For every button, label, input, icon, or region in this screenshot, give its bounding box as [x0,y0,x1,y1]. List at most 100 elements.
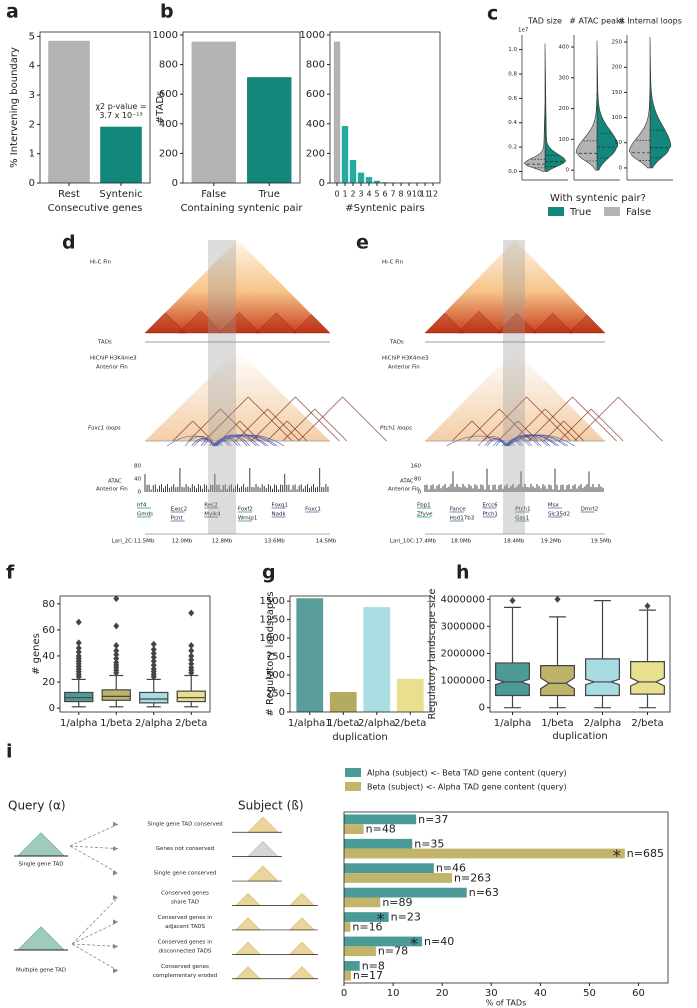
track-label: Anterior Fin [96,487,128,493]
bar [344,936,423,947]
gene-label: Nadk [272,512,287,518]
annotation: χ2 p-value = [95,102,146,111]
subject-tad [246,816,280,833]
loop-arc [214,434,285,447]
y-tick-label: 800 [159,60,178,71]
legend-swatch [604,207,620,216]
outcome-label: Conserved genes in [158,939,213,945]
diagram-arrow [71,897,119,945]
y-tick-label: 400 [559,45,570,51]
x-tick-label: 30 [485,988,498,999]
y-tick-label: 40 [42,651,55,662]
x-axis-label: Containing syntenic pair [181,203,304,214]
x-tick-label: Syntenic [99,189,142,200]
y-tick-label: 1000000 [440,676,485,687]
y-tick-label: 250 [266,689,285,700]
bar [344,970,351,981]
x-axis-label: Consecutive genes [48,203,143,214]
tad-domain [218,312,261,334]
y-tick-label: 0 [479,703,485,714]
x-axis-label: duplication [552,731,607,742]
tad-domain [292,314,331,334]
bar [247,77,292,183]
highlight-band [503,240,525,534]
gene-label: Foxq1 [272,503,288,509]
y-tick-label: 50 [615,140,622,146]
y-tick-label: 5 [29,31,35,42]
coordinate-label: 18.4Mb [504,539,525,545]
axes-frame [59,595,211,713]
outlier [188,664,195,672]
x-tick-label: 40 [534,988,547,999]
y-tick-label: 0.8 [508,71,517,77]
violin-half [523,104,546,172]
outcome-label: adjacent TADS [165,924,205,930]
tad-domain [177,310,224,334]
hichip-stripe [267,408,300,442]
violin-half [575,93,598,171]
hichip-stripe [526,396,571,442]
x-tick-label: 1/beta [541,718,573,729]
arrow-head [113,919,118,925]
y-tick-label: 100 [612,115,623,121]
x-tick-label: 2/beta [394,718,426,729]
gene-label: Mylk4 [204,512,221,518]
coordinate-label: 19.2Mb [541,539,562,545]
box [139,691,169,704]
loop-arc [493,440,506,447]
hichip-stripe [563,420,585,442]
gene-label: Pcnt [171,516,184,522]
x-tick-label: Rest [58,189,80,200]
coordinate-label: 12.0Mb [172,539,193,545]
track-label: Anterior Fin [388,365,420,371]
hichip-stripe [286,420,308,442]
diagram-arrow [69,823,119,847]
bar [344,912,389,922]
x-tick-label: 9 [406,190,411,199]
n-label: n=46 [436,862,466,875]
bar [329,692,357,712]
y-tick-label: 200 [159,148,178,159]
gene-label: Wrnip1 [238,516,257,522]
x-tick-label: 2/beta [631,718,663,729]
bar [373,180,381,183]
outlier [75,644,82,652]
x-tick-label: 7 [390,190,395,199]
axes-frame [39,31,151,184]
n-label: n=63 [469,886,499,899]
bar [344,921,351,932]
y-tick-label: 1000 [260,633,285,644]
axes-frame [289,595,431,713]
significance-marker: * [410,934,418,953]
track-label: Foxc1 loops [88,426,121,432]
n-label: n=37 [418,813,448,826]
gene-label: Ptch1 [515,507,530,513]
coordinate-label: 14.5Mb [316,539,337,545]
track-label: TADs [389,340,404,346]
coordinate-label: 12.8Mb [212,539,233,545]
x-tick-label: 20 [436,988,449,999]
coordinate-label: 13.6Mb [264,539,285,545]
hichip-stripe [482,396,527,442]
bar [344,887,467,898]
outlier [554,595,561,603]
n-label: n=35 [414,837,444,850]
n-label: n=263 [454,871,491,884]
violin-half [544,43,567,172]
subject-tad [246,865,280,882]
x-tick-label: 0 [341,988,347,999]
outlier [150,649,157,657]
gene-label: Gas1 [515,516,529,522]
box [64,691,94,703]
x-tick-label: 3 [358,190,363,199]
diagram-arrow [69,845,119,874]
box [495,662,530,697]
y-axis-label: #TADs [155,91,166,124]
y-tick-label: 150 [612,90,623,96]
bar [344,848,625,859]
hichip-stripe [512,408,546,442]
arrow-head [113,895,118,900]
gene-label: Irf4 [137,503,147,509]
subject-tad [234,966,262,980]
hichip-map [425,350,605,441]
